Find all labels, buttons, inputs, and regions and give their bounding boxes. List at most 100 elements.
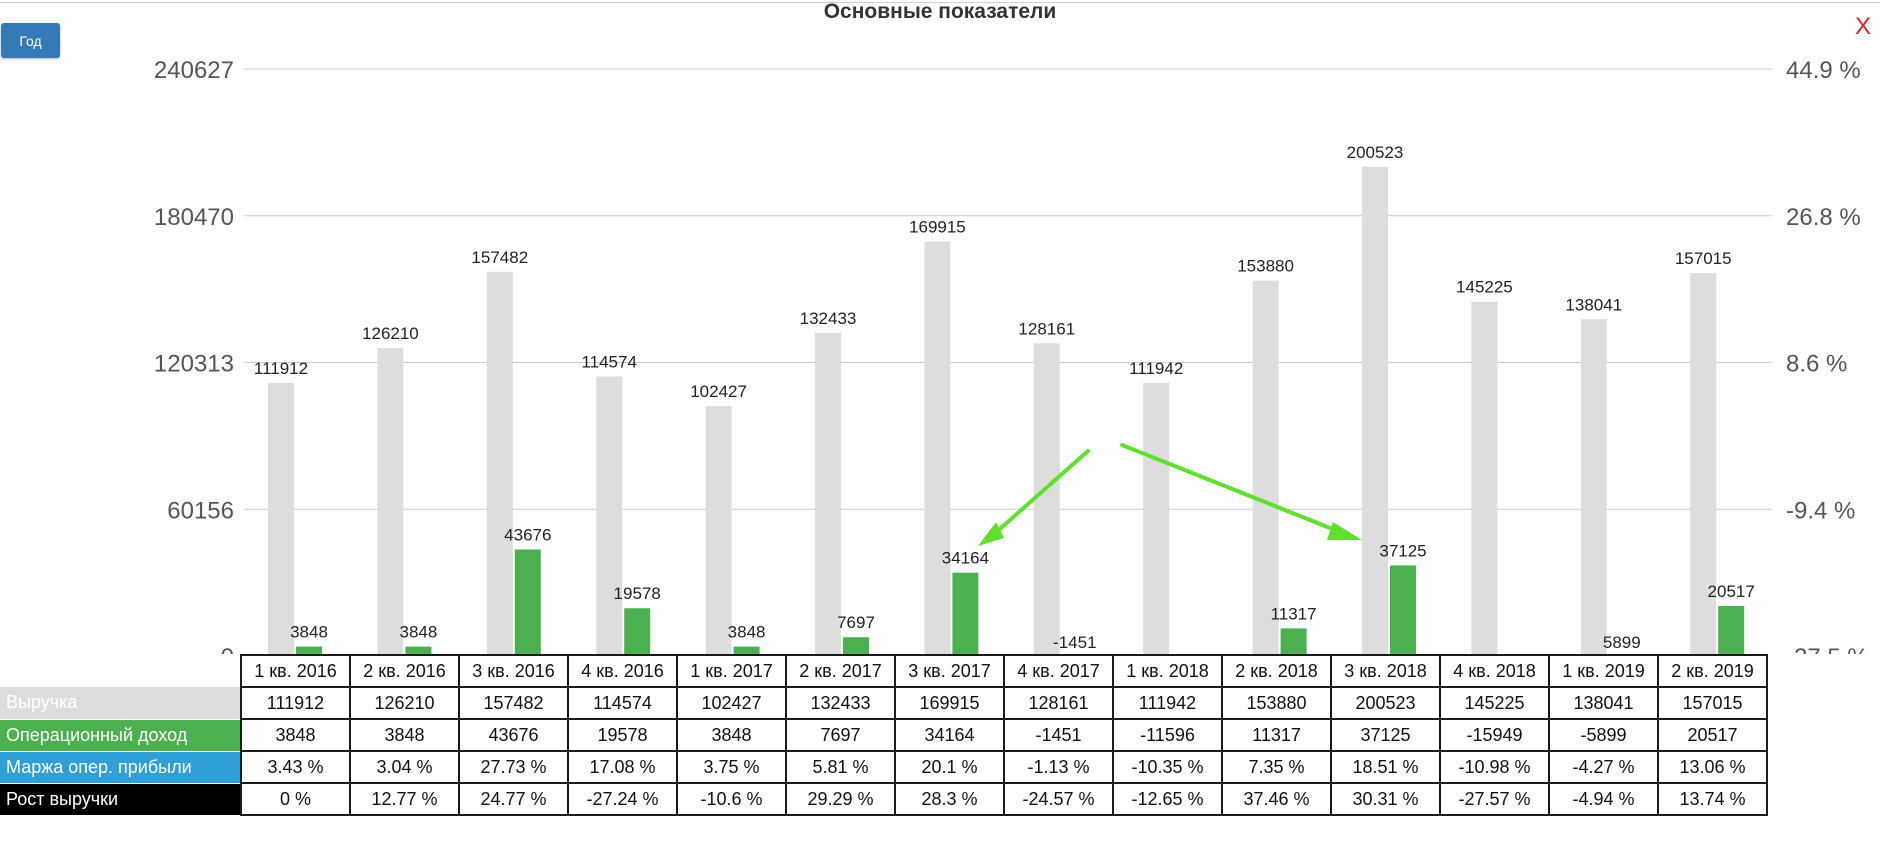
table-column-header: 2 кв. 2017	[785, 654, 896, 688]
table-cell: -11596	[1112, 718, 1223, 752]
revenue-bar-label: 111942	[1129, 359, 1183, 378]
table-cell: 30.31 %	[1330, 782, 1441, 816]
table-cell: -4.94 %	[1548, 782, 1659, 816]
revenue-bar	[1143, 382, 1170, 654]
table-header-row: 1 кв. 2016 2 кв. 2016 3 кв. 2016 4 кв. 2016…	[0, 654, 1768, 688]
operating-income-bar-label: 19578	[614, 584, 661, 603]
table-row-label: Выручка	[0, 687, 241, 720]
table-corner	[0, 655, 241, 687]
bars	[268, 166, 1745, 654]
top-rule	[0, 2, 1880, 3]
table-column-header: 1 кв. 2018	[1112, 654, 1223, 688]
table-cell: -1.13 %	[1003, 750, 1114, 784]
table-column-header: 2 кв. 2018	[1221, 654, 1332, 688]
table-cell: 19578	[567, 718, 678, 752]
operating-income-bar	[1280, 628, 1307, 654]
operating-income-bar	[952, 572, 979, 654]
operating-income-bar-label: 43676	[504, 525, 551, 544]
table-cell: 157482	[458, 686, 569, 720]
table-cell: 3.43 %	[240, 750, 351, 784]
operating-income-bar-label: 3848	[399, 623, 437, 642]
revenue-bar-label: 102427	[690, 382, 747, 401]
arrow-left-head	[978, 522, 1004, 546]
table-cell: 126210	[349, 686, 460, 720]
right-tick-label: 8.6 %	[1786, 351, 1847, 378]
table-cell: 0 %	[240, 782, 351, 816]
table-cell: -1451	[1003, 718, 1114, 752]
table-column-header: 3 кв. 2017	[894, 654, 1005, 688]
table-cell: -15949	[1439, 718, 1550, 752]
operating-income-bar	[514, 549, 541, 654]
revenue-bar	[924, 241, 951, 654]
operating-income-bar	[843, 637, 869, 654]
table-cell: -10.6 %	[676, 782, 787, 816]
right-tick-label: -9.4 %	[1786, 497, 1855, 524]
operating-income-bar-label: -1451	[1053, 633, 1096, 652]
close-icon[interactable]: X	[1854, 13, 1871, 40]
revenue-bar	[815, 332, 841, 654]
revenue-bar	[596, 376, 623, 654]
revenue-bar	[486, 271, 513, 654]
table-cell: 3.04 %	[349, 750, 460, 784]
operating-income-bar	[624, 608, 651, 654]
arrow-right-shaft	[1120, 443, 1342, 534]
table-cell: 13.06 %	[1657, 750, 1768, 784]
revenue-bar-label: 145225	[1456, 278, 1513, 297]
table-column-header: 3 кв. 2018	[1330, 654, 1441, 688]
table-cell: -24.57 %	[1003, 782, 1114, 816]
table-cell: 43676	[458, 718, 569, 752]
table-row: Операционный доход 3848 3848 43676 19578 3848…	[0, 718, 1768, 752]
operating-income-bar	[1390, 565, 1416, 654]
bar-chart: 0 60156 120313 180470 240627 -27.5 % -9.4 % 8.…	[154, 57, 1869, 654]
table-row: Выручка 111912 126210 157482 114574 102427 132…	[0, 686, 1768, 720]
operating-income-bar-label: 7697	[837, 613, 875, 632]
table-cell: 18.51 %	[1330, 750, 1441, 784]
left-axis: 0 60156 120313 180470 240627	[154, 57, 234, 654]
arrow-right-head	[1327, 522, 1362, 540]
arrow-annotations	[978, 443, 1362, 546]
table-cell: 11317	[1221, 718, 1332, 752]
table-cell: 29.29 %	[785, 782, 896, 816]
operating-income-bar	[296, 646, 322, 654]
revenue-bar-label: 114574	[581, 353, 636, 372]
table-column-header: 1 кв. 2017	[676, 654, 787, 688]
operating-income-bar	[733, 646, 760, 654]
table-cell: -5899	[1548, 718, 1659, 752]
period-year-button[interactable]: Год	[1, 23, 60, 58]
table-cell: 12.77 %	[349, 782, 460, 816]
table-cell: 27.73 %	[458, 750, 569, 784]
table-cell: 37125	[1330, 718, 1441, 752]
table-cell: 37.46 %	[1221, 782, 1332, 816]
revenue-bar	[705, 406, 732, 654]
table-cell: 200523	[1330, 686, 1441, 720]
table-column-header: 2 кв. 2016	[349, 654, 460, 688]
left-tick-label: 120313	[154, 351, 234, 378]
table-cell: -4.27 %	[1548, 750, 1659, 784]
table-cell: 20.1 %	[894, 750, 1005, 784]
data-labels: 111912 3848 126210 3848 157482 43676 114574 195…	[254, 143, 1755, 652]
table-cell: 3848	[349, 718, 460, 752]
table-cell: 24.77 %	[458, 782, 569, 816]
table-cell: 102427	[676, 686, 787, 720]
operating-income-bar-label: 3848	[728, 623, 766, 642]
table-cell: 5.81 %	[785, 750, 896, 784]
arrow-left-shaft	[991, 449, 1090, 537]
left-tick-label: 180470	[154, 204, 234, 231]
table-cell: 111912	[240, 686, 351, 720]
table-row: Маржа опер. прибыли 3.43 % 3.04 % 27.73 % 17…	[0, 750, 1768, 784]
table-cell: 145225	[1439, 686, 1550, 720]
revenue-bar-label: 138041	[1565, 295, 1622, 314]
table-cell: 20517	[1657, 718, 1768, 752]
left-tick-label: 60156	[167, 497, 234, 524]
revenue-bar-label: 132433	[800, 309, 857, 328]
right-tick-label: 26.8 %	[1786, 204, 1861, 231]
operating-income-bar-label: 34164	[942, 549, 989, 568]
table-column-header: 4 кв. 2017	[1003, 654, 1114, 688]
revenue-bar-label: 153880	[1237, 257, 1294, 276]
revenue-bar	[1033, 343, 1060, 654]
right-axis: -27.5 % -9.4 % 8.6 % 26.8 % 44.9 %	[1786, 57, 1869, 654]
table-column-header: 1 кв. 2019	[1548, 654, 1659, 688]
table-cell: 153880	[1221, 686, 1332, 720]
table-cell: 157015	[1657, 686, 1768, 720]
revenue-bar-label: 126210	[362, 324, 419, 343]
